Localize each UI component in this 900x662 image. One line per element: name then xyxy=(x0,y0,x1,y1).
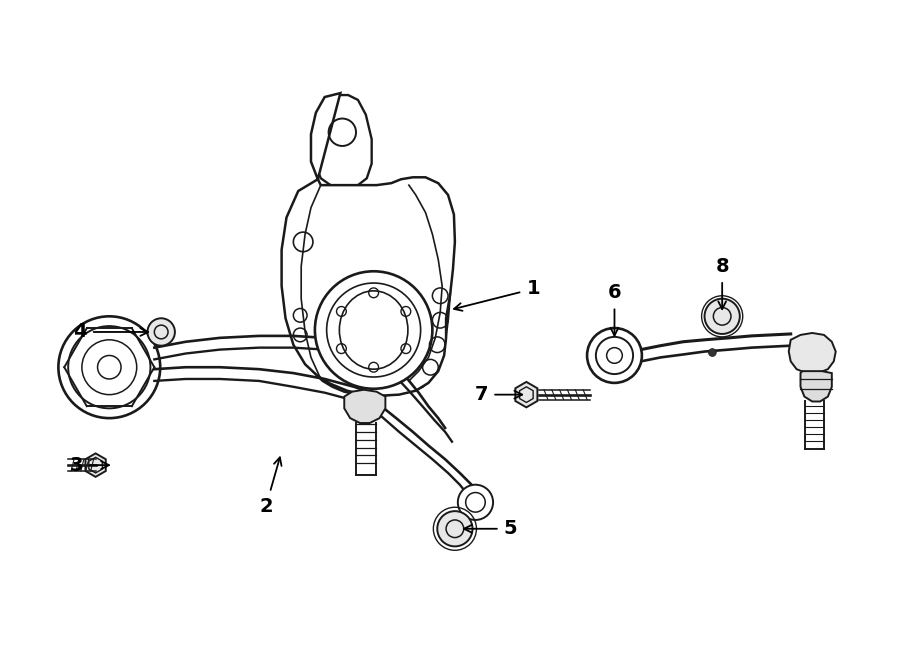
Text: 7: 7 xyxy=(474,385,522,404)
Circle shape xyxy=(58,316,160,418)
Text: 8: 8 xyxy=(716,257,729,309)
Circle shape xyxy=(437,511,472,546)
Text: 2: 2 xyxy=(259,457,282,516)
Text: 1: 1 xyxy=(454,279,540,310)
Text: 5: 5 xyxy=(464,519,518,538)
Polygon shape xyxy=(800,371,832,401)
Polygon shape xyxy=(788,333,836,373)
Circle shape xyxy=(705,299,740,334)
Text: 4: 4 xyxy=(73,322,148,342)
Polygon shape xyxy=(516,382,537,407)
Circle shape xyxy=(458,485,493,520)
Circle shape xyxy=(708,349,716,356)
Circle shape xyxy=(148,318,175,346)
Circle shape xyxy=(587,328,642,383)
Text: 3: 3 xyxy=(69,455,109,475)
Polygon shape xyxy=(86,453,106,477)
Polygon shape xyxy=(345,390,385,423)
Circle shape xyxy=(315,271,432,389)
Text: 6: 6 xyxy=(608,283,621,336)
Polygon shape xyxy=(282,93,454,396)
